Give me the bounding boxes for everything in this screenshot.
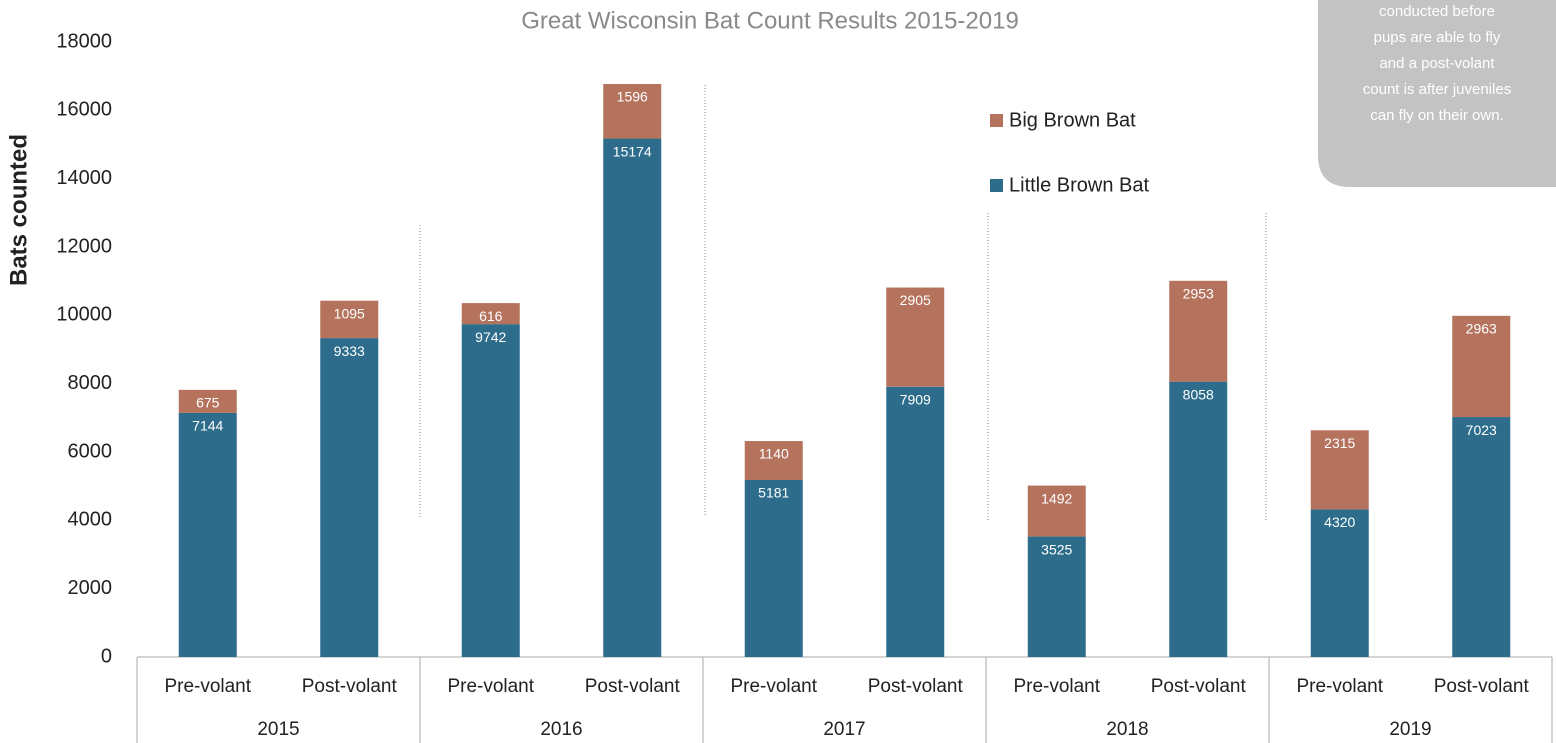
data-label: 8058 — [1183, 386, 1214, 402]
group-label: 2015 — [257, 719, 299, 740]
y-tick-label: 12000 — [56, 235, 112, 257]
bar-segment — [744, 479, 803, 657]
annotation-line: pups are able to fly — [1374, 29, 1501, 46]
x-tick-label: Pre-volant — [164, 676, 251, 697]
bar-segment — [1169, 381, 1228, 657]
y-tick-label: 14000 — [56, 167, 112, 189]
bar-segment — [603, 84, 662, 139]
data-label: 2905 — [900, 292, 931, 308]
bar-segment — [1452, 315, 1511, 418]
data-label: 7023 — [1466, 422, 1497, 438]
data-label: 2315 — [1324, 435, 1355, 451]
data-label: 616 — [479, 308, 503, 324]
data-label: 1095 — [334, 305, 365, 321]
bar-segment — [603, 138, 662, 657]
data-label: 3525 — [1041, 541, 1072, 557]
data-label: 15174 — [613, 143, 652, 159]
y-tick-label: 18000 — [56, 30, 112, 52]
x-tick-label: Post-volant — [1151, 676, 1247, 697]
data-label: 1596 — [617, 89, 648, 105]
bar-segment — [886, 287, 945, 387]
bar-segment — [1310, 509, 1369, 657]
x-tick-label: Post-volant — [302, 676, 398, 697]
x-tick-label: Post-volant — [1434, 676, 1530, 697]
bar-segment — [320, 338, 379, 657]
bar-segment — [1310, 430, 1369, 510]
y-tick-label: 16000 — [56, 99, 112, 121]
data-label: 2953 — [1183, 285, 1214, 301]
y-tick-label: 10000 — [56, 304, 112, 326]
y-tick-label: 4000 — [68, 509, 113, 531]
data-label: 5181 — [758, 485, 789, 501]
bar-segment — [1169, 280, 1228, 382]
annotation-line: and a post-volant — [1379, 55, 1495, 72]
y-tick-label: 0 — [101, 645, 112, 667]
bar-segment — [178, 389, 237, 413]
group-label: 2016 — [540, 719, 582, 740]
x-tick-label: Pre-volant — [1296, 676, 1383, 697]
group-dividers — [419, 85, 1267, 520]
bar-segment — [1027, 536, 1086, 657]
bar-segment — [1452, 417, 1511, 657]
data-label: 9742 — [475, 329, 506, 345]
data-label: 675 — [196, 395, 220, 411]
group-label: 2018 — [1106, 719, 1148, 740]
group-label: 2017 — [823, 719, 865, 740]
x-tick-label: Pre-volant — [730, 676, 817, 697]
legend-swatch — [990, 179, 1003, 192]
x-tick-label: Pre-volant — [1013, 676, 1100, 697]
data-label: 7909 — [900, 391, 931, 407]
annotation-box — [1318, 0, 1556, 187]
x-tick-label: Post-volant — [585, 676, 681, 697]
bar-segment — [461, 324, 520, 657]
y-tick-label: 2000 — [68, 577, 113, 599]
data-label: 1140 — [759, 446, 789, 462]
y-axis-label: Bats counted — [5, 134, 32, 286]
x-tick-label: Pre-volant — [447, 676, 534, 697]
data-label: 4320 — [1324, 514, 1355, 530]
data-label: 9333 — [334, 343, 365, 359]
bar-segment — [1027, 485, 1086, 537]
bar-segment — [744, 441, 803, 480]
y-tick-label: 6000 — [68, 440, 113, 462]
y-tick-label: 8000 — [68, 372, 113, 394]
group-label: 2019 — [1389, 719, 1431, 740]
legend-label: Little Brown Bat — [1009, 174, 1150, 196]
data-label: 2963 — [1466, 321, 1497, 337]
annotation-line: count is after juveniles — [1363, 81, 1511, 98]
bar-segment — [886, 386, 945, 657]
annotation-line: conducted before — [1379, 3, 1495, 20]
data-label: 7144 — [192, 418, 223, 434]
x-tick-label: Post-volant — [868, 676, 964, 697]
chart-title: Great Wisconsin Bat Count Results 2015-2… — [521, 7, 1019, 34]
annotation-line: can fly on their own. — [1370, 107, 1503, 124]
bar-segment — [178, 412, 237, 657]
legend-label: Big Brown Bat — [1009, 109, 1136, 131]
data-label: 1492 — [1041, 490, 1072, 506]
bar-segment — [461, 303, 520, 325]
bar-segment — [320, 300, 379, 339]
legend-swatch — [990, 114, 1003, 127]
